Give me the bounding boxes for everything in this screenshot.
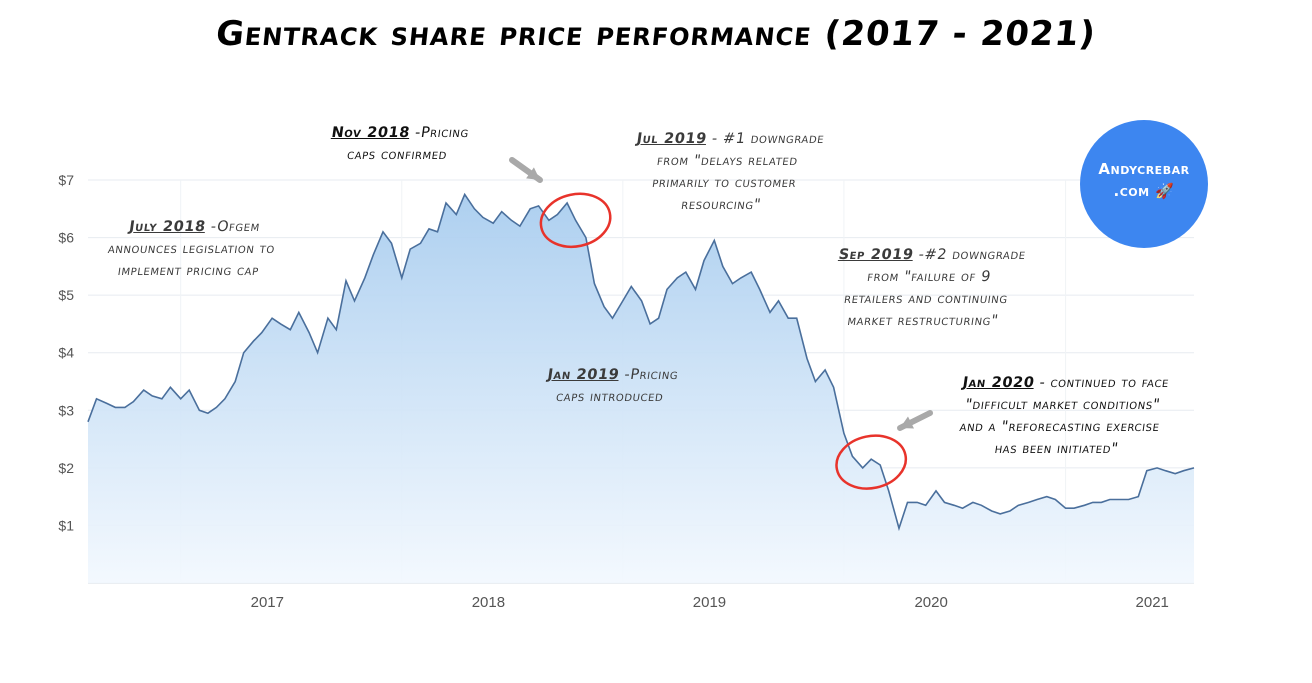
- price-area: [88, 194, 1194, 583]
- annotation-jul-2019: Jul 2019 - #1 downgrade from "delays rel…: [635, 131, 826, 213]
- annotation-arrows: [509, 157, 933, 431]
- annotation-nov-2018: Nov 2018 -Pricing caps confirmed: [330, 125, 471, 163]
- highlight-circle: [539, 192, 612, 249]
- y-tick-label: $1: [58, 517, 74, 533]
- x-tick-label: 2021: [1136, 594, 1169, 611]
- y-tick-label: $2: [58, 460, 74, 476]
- price-line: [87, 192, 1195, 532]
- highlight-circles: [539, 192, 908, 490]
- y-tick-label: $6: [58, 230, 74, 246]
- annotation-jan-2020: Jan 2020 - continued to face "difficult …: [958, 375, 1171, 457]
- annotation-sep-2019: Sep 2019 -#2 downgrade from "failure of …: [837, 247, 1027, 329]
- x-tick-label: 2019: [693, 594, 726, 611]
- x-axis: 2017 2018 2019 2020 2021: [251, 594, 1169, 611]
- annotation-jan-2019: Jan 2019 -Pricing caps introduced: [546, 367, 680, 405]
- highlight-circle: [835, 434, 908, 490]
- annotation-july-2018: July 2018 -Ofgem announces legislation t…: [106, 219, 277, 279]
- y-tick-label: $5: [58, 287, 74, 303]
- arrow-nov-2018-head: [526, 167, 540, 180]
- y-tick-label: $4: [58, 345, 74, 361]
- andycrebar-badge[interactable]: Andycrebar .com 🚀: [1080, 120, 1208, 248]
- y-tick-label: $3: [58, 402, 74, 418]
- badge-line-2: .com 🚀: [1113, 182, 1175, 200]
- x-tick-label: 2020: [914, 594, 947, 611]
- x-tick-label: 2018: [472, 594, 505, 611]
- x-tick-label: 2017: [251, 594, 284, 611]
- y-tick-label: $7: [58, 172, 74, 188]
- y-axis: $1 $2 $3 $4 $5 $6 $7: [58, 172, 74, 533]
- badge-line-1: Andycrebar: [1098, 160, 1190, 178]
- arrow-jan-2020-head: [900, 416, 914, 429]
